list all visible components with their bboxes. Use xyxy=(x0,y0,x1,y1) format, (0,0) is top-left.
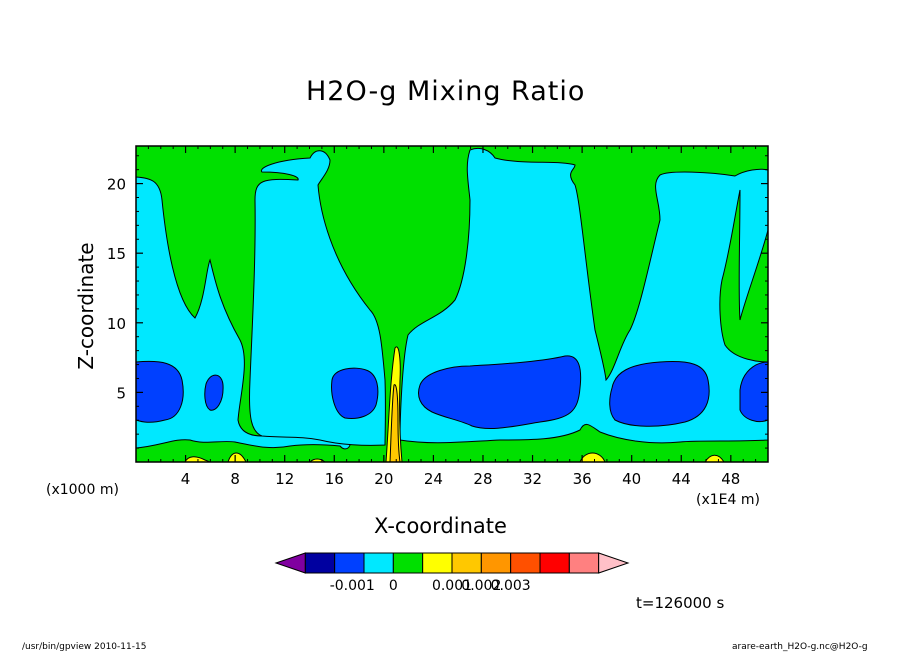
x-tick-label: 32 xyxy=(523,470,542,488)
dry-region-3 xyxy=(331,367,379,419)
footer-left: /usr/bin/gpview 2010-11-15 xyxy=(22,642,147,652)
colorbar-swatch xyxy=(510,552,541,574)
central-plume-core xyxy=(389,384,401,463)
plot-area xyxy=(135,145,769,463)
colorbar-label: 0 xyxy=(389,578,398,594)
x-tick-label: 36 xyxy=(573,470,592,488)
dry-region-5 xyxy=(609,361,710,427)
time-label: t=126000 s xyxy=(636,594,725,612)
x-tick-label: 24 xyxy=(424,470,443,488)
x-axis-label: X-coordinate xyxy=(374,514,507,538)
x-tick-label: 20 xyxy=(374,470,393,488)
y-tick-label: 15 xyxy=(107,245,126,263)
colorbar-swatch xyxy=(304,552,336,574)
x-tick-label: 44 xyxy=(672,470,691,488)
x-axis: 4 8 12 16 20 24 28 32 36 40 44 48 xyxy=(147,146,757,488)
y-axis: 5 10 15 20 xyxy=(107,155,768,449)
footer-right: arare-earth_H2O-g.nc@H2O-g xyxy=(732,642,868,652)
x-tick-label: 48 xyxy=(721,470,740,488)
colorbar-swatch xyxy=(539,552,570,574)
x-tick-label: 8 xyxy=(230,470,240,488)
chart-title: H2O-g Mixing Ratio xyxy=(306,76,586,107)
colorbar-label: 0.001 xyxy=(432,578,472,594)
y-tick-label: 5 xyxy=(116,384,126,402)
x-tick-label: 40 xyxy=(622,470,641,488)
colorbar-label: 0.003 xyxy=(491,578,531,594)
colorbar-swatch xyxy=(334,552,365,574)
dry-regions xyxy=(135,355,769,430)
colorbar-swatch xyxy=(568,552,600,574)
colorbar-swatch xyxy=(480,552,512,574)
dry-region-2 xyxy=(204,374,224,411)
x-tick-label: 28 xyxy=(473,470,492,488)
y-tick-label: 20 xyxy=(107,176,126,194)
colorbar-swatch xyxy=(598,552,630,574)
colorbar-swatch xyxy=(274,552,306,574)
surface-regions xyxy=(184,346,725,463)
colorbar-swatch xyxy=(392,552,424,574)
dry-region-4 xyxy=(418,355,582,430)
dry-region-1 xyxy=(135,360,184,423)
x-tick-label: 16 xyxy=(325,470,344,488)
colorbar-label: 0.002 xyxy=(461,578,501,594)
x-tick-label: 12 xyxy=(275,470,294,488)
colorbar-swatch xyxy=(451,552,482,574)
plot-frame xyxy=(135,145,769,463)
colorbar-swatch xyxy=(363,552,394,574)
x-multiplier-label: (x1E4 m) xyxy=(696,492,760,508)
colorbar-swatch xyxy=(422,552,453,574)
colorbar-label: -0.001 xyxy=(330,578,375,594)
y-axis-label: Z-coordinate xyxy=(74,242,98,370)
x-units-label: (x1000 m) xyxy=(46,482,119,498)
x-tick-label: 4 xyxy=(181,470,191,488)
y-tick-label: 10 xyxy=(107,315,126,333)
